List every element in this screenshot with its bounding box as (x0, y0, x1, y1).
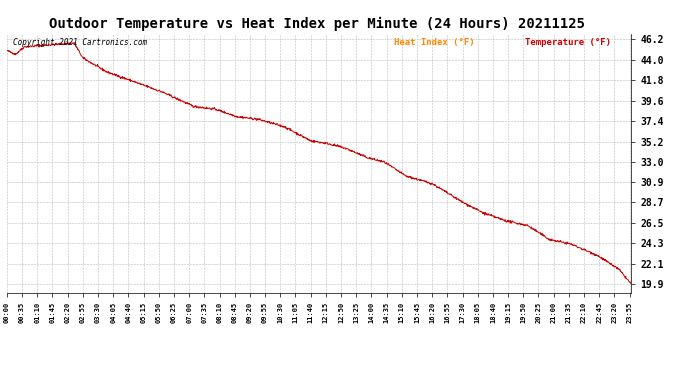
Text: Outdoor Temperature vs Heat Index per Minute (24 Hours) 20211125: Outdoor Temperature vs Heat Index per Mi… (50, 17, 585, 31)
Text: Heat Index (°F): Heat Index (°F) (394, 38, 475, 46)
Text: Temperature (°F): Temperature (°F) (525, 38, 611, 46)
Text: Copyright 2021 Cartronics.com: Copyright 2021 Cartronics.com (13, 38, 147, 46)
